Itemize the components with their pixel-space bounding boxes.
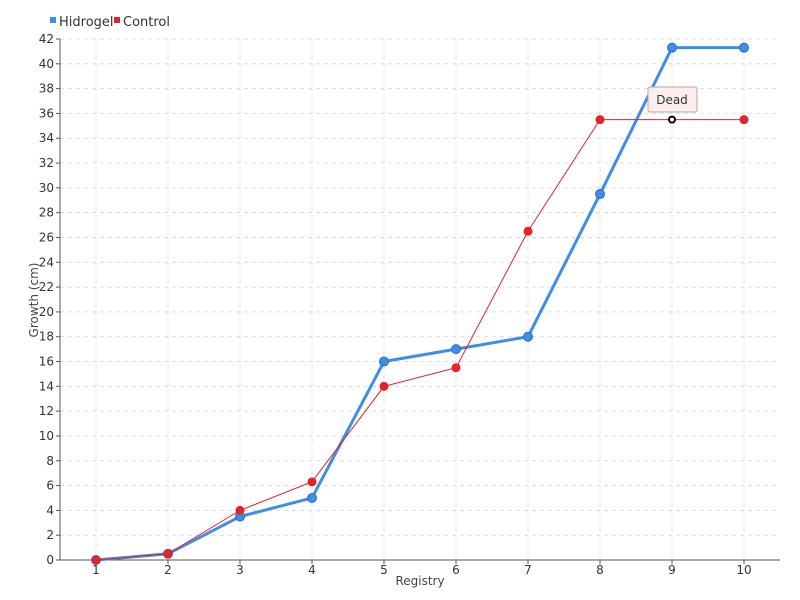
legend-swatch-control [114,17,120,23]
point-hidrogel[interactable] [451,344,461,355]
point-control[interactable] [523,226,533,236]
y-tick-label: 18 [39,330,54,344]
series-line-hidrogel [95,46,744,562]
y-tick-label: 0 [46,553,54,567]
y-tick-label: 22 [39,280,54,294]
x-tick-label: 10 [736,563,751,577]
x-tick-label: 2 [164,563,172,577]
x-tick-label: 9 [668,563,676,577]
series-layer [91,42,749,565]
series-control [91,115,749,565]
y-tick-label: 40 [39,57,54,71]
x-tick-label: 4 [308,563,316,577]
x-tick-label: 3 [236,563,244,577]
y-tick-label: 8 [46,454,54,468]
grid-lines [60,38,780,560]
y-tick-label: 20 [39,305,54,319]
y-tick-label: 26 [39,230,54,244]
y-tick-label: 42 [39,32,54,46]
tooltip-box [647,86,698,113]
x-tick-label: 7 [524,563,532,577]
point-hidrogel[interactable] [595,189,605,200]
point-control[interactable] [379,381,389,391]
series-hidrogel [91,42,749,565]
x-axis-ticks: 1 2 3 4 5 6 7 8 9 10 [92,560,752,577]
point-control[interactable] [739,115,749,125]
point-hidrogel[interactable] [523,331,533,342]
y-axis-title: Growth (cm) [27,263,41,338]
x-tick-label: 5 [380,563,388,577]
point-control[interactable] [595,115,605,125]
point-hidrogel[interactable] [667,42,677,53]
series-line-control [95,119,744,561]
legend-label-hidrogel[interactable]: Hidrogel [59,15,114,30]
y-tick-label: 36 [39,106,54,120]
y-tick-label: 2 [46,528,54,542]
y-tick-label: 6 [46,479,54,493]
point-hidrogel[interactable] [307,492,317,503]
y-tick-label: 14 [39,379,54,393]
x-tick-label: 6 [452,563,460,577]
point-control[interactable] [163,549,173,559]
x-tick-label: 1 [92,563,100,577]
y-tick-label: 24 [39,255,54,269]
point-control[interactable] [451,363,461,373]
point-control[interactable] [91,555,101,565]
x-axis-title: Registry [395,574,444,588]
point-control[interactable] [307,477,317,487]
axes [59,39,780,561]
legend[interactable]: Hidrogel Control [50,15,170,30]
point-control[interactable] [235,505,245,515]
y-tick-label: 30 [39,181,54,195]
x-tick-label: 8 [596,563,604,577]
y-tick-label: 38 [39,82,54,96]
point-control[interactable] [668,115,676,124]
tooltip-dead: Dead [647,86,698,113]
y-tick-label: 10 [39,429,54,443]
y-tick-label: 34 [39,131,54,145]
point-hidrogel[interactable] [739,42,749,53]
y-tick-label: 28 [39,206,54,220]
tooltip-label: Dead [656,93,688,107]
y-tick-label: 12 [39,404,54,418]
point-hidrogel[interactable] [379,356,389,367]
legend-label-control[interactable]: Control [123,15,170,30]
y-tick-label: 32 [39,156,54,170]
legend-swatch-hidrogel [50,17,56,23]
y-tick-label: 4 [46,503,54,517]
y-tick-label: 16 [39,355,54,369]
